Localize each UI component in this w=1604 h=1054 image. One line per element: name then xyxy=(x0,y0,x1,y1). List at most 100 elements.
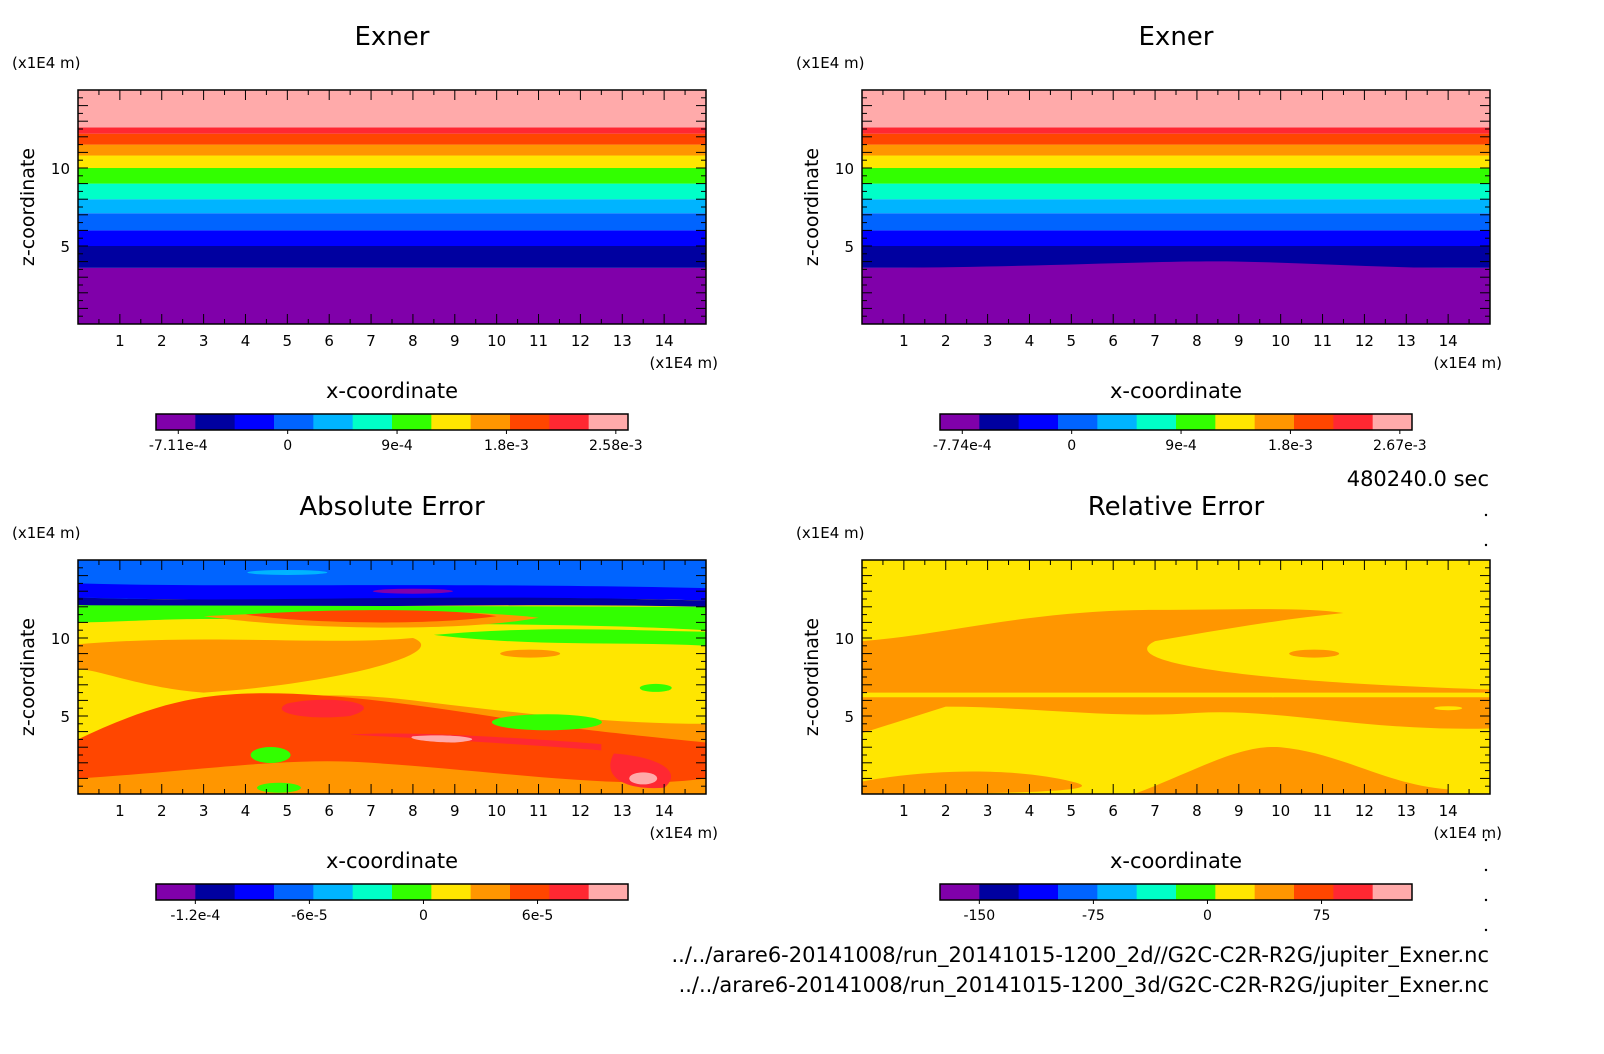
x-tick-label: 2 xyxy=(157,802,167,820)
colorbar-swatch xyxy=(392,884,432,900)
contour-band xyxy=(862,230,1490,246)
colorbar-swatch xyxy=(234,414,275,430)
colorbar-swatch xyxy=(274,884,314,900)
contour-band xyxy=(862,133,1490,145)
colorbar-swatch xyxy=(1176,414,1216,430)
colorbar-swatch xyxy=(979,414,1020,430)
colorbar-swatch xyxy=(940,884,980,900)
y-tick-label: 5 xyxy=(844,708,854,726)
x-tick-label: 9 xyxy=(1234,332,1244,350)
contour-band xyxy=(247,569,328,575)
colorbar-label: -1.2e-4 xyxy=(170,908,220,924)
colorbar-swatch xyxy=(1058,884,1098,900)
x-tick-label: 14 xyxy=(655,802,674,820)
colorbar-swatch xyxy=(1058,414,1098,430)
chart-title: Absolute Error xyxy=(299,492,485,522)
colorbar-swatch xyxy=(940,414,980,430)
colorbar-swatch xyxy=(470,414,511,430)
contour-band xyxy=(78,199,706,214)
colorbar-swatch xyxy=(1333,884,1374,900)
y-unit-label: (x1E4 m) xyxy=(796,54,865,72)
colorbar-swatch xyxy=(156,414,196,430)
file-path-line: ../../arare6-20141008/run_20141015-1200_… xyxy=(679,973,1489,998)
x-axis-label: x-coordinate xyxy=(326,379,458,403)
time-label: 480240.0 sec xyxy=(1347,467,1489,491)
x-tick-label: 13 xyxy=(1397,332,1416,350)
contour-band xyxy=(862,609,1490,693)
colorbar-label: -7.11e-4 xyxy=(149,438,208,454)
x-tick-label: 12 xyxy=(571,802,590,820)
y-tick-label: 10 xyxy=(835,630,854,648)
colorbar-swatch xyxy=(352,414,393,430)
y-tick-label: 5 xyxy=(60,708,70,726)
colorbar-swatch xyxy=(588,414,629,430)
contour-band xyxy=(862,90,1490,128)
colorbar-swatch xyxy=(1018,414,1059,430)
contour-field xyxy=(862,90,1490,324)
x-tick-label: 10 xyxy=(487,802,506,820)
x-tick-label: 14 xyxy=(655,332,674,350)
colorbar-swatch xyxy=(1333,414,1374,430)
colorbar-swatch xyxy=(588,884,629,900)
contour-band xyxy=(78,230,706,246)
x-tick-label: 1 xyxy=(115,332,125,350)
x-tick-label: 1 xyxy=(899,332,909,350)
x-tick-label: 2 xyxy=(941,332,951,350)
colorbar-swatch xyxy=(313,414,354,430)
contour-band xyxy=(256,782,301,793)
x-tick-label: 9 xyxy=(450,332,460,350)
chart-title: Relative Error xyxy=(1088,492,1265,522)
x-tick-label: 3 xyxy=(199,802,209,820)
margin-dot xyxy=(1484,868,1488,872)
x-tick-label: 6 xyxy=(1108,802,1118,820)
contour-band xyxy=(639,683,672,692)
contour-band xyxy=(250,747,291,763)
colorbar-swatch xyxy=(1372,414,1413,430)
colorbar-swatch xyxy=(1254,414,1295,430)
x-tick-label: 11 xyxy=(529,332,548,350)
colorbar-swatch xyxy=(392,414,432,430)
x-tick-label: 7 xyxy=(1150,802,1160,820)
x-tick-label: 10 xyxy=(1271,802,1290,820)
contour-band xyxy=(78,246,706,268)
y-tick-label: 10 xyxy=(51,160,70,178)
x-tick-label: 5 xyxy=(1067,802,1077,820)
x-tick-label: 6 xyxy=(1108,332,1118,350)
contour-band xyxy=(862,168,1490,184)
colorbar-label: 2.58e-3 xyxy=(589,438,643,454)
colorbar: -7.74e-4 0 9e-4 1.8e-3 2.67e-3 xyxy=(933,413,1427,454)
colorbar-swatch xyxy=(431,414,472,430)
y-axis-label: z-coordinate xyxy=(801,618,823,736)
contour-band xyxy=(78,267,706,324)
colorbar-swatch xyxy=(274,414,314,430)
x-unit-label: (x1E4 m) xyxy=(649,354,718,372)
x-tick-label: 4 xyxy=(1025,332,1035,350)
x-tick-label: 5 xyxy=(283,802,293,820)
x-tick-label: 8 xyxy=(408,332,418,350)
contour-band xyxy=(862,213,1490,231)
y-tick-label: 10 xyxy=(51,630,70,648)
x-axis-label: x-coordinate xyxy=(1110,379,1242,403)
contour-band xyxy=(78,127,706,134)
y-axis-label: z-coordinate xyxy=(801,148,823,266)
x-tick-label: 2 xyxy=(941,802,951,820)
colorbar-swatch xyxy=(1294,414,1334,430)
x-tick-label: 13 xyxy=(613,332,632,350)
colorbar-frame xyxy=(939,883,1413,901)
file-path-line: ../../arare6-20141008/run_20141015-1200_… xyxy=(672,943,1490,968)
x-tick-label: 6 xyxy=(324,332,334,350)
contour-band xyxy=(78,213,706,231)
contour-band xyxy=(1134,746,1449,794)
x-tick-label: 3 xyxy=(983,332,993,350)
x-tick-label: 3 xyxy=(199,332,209,350)
colorbar-label: -6e-5 xyxy=(291,908,328,924)
contour-band xyxy=(629,772,658,785)
y-tick-label: 5 xyxy=(844,238,854,256)
y-unit-label: (x1E4 m) xyxy=(12,54,81,72)
colorbar-label: 0 xyxy=(1203,908,1212,924)
colorbar-swatch xyxy=(1176,884,1216,900)
x-tick-label: 13 xyxy=(1397,802,1416,820)
margin-dot xyxy=(1484,543,1488,547)
x-tick-label: 3 xyxy=(983,802,993,820)
x-tick-label: 2 xyxy=(157,332,167,350)
